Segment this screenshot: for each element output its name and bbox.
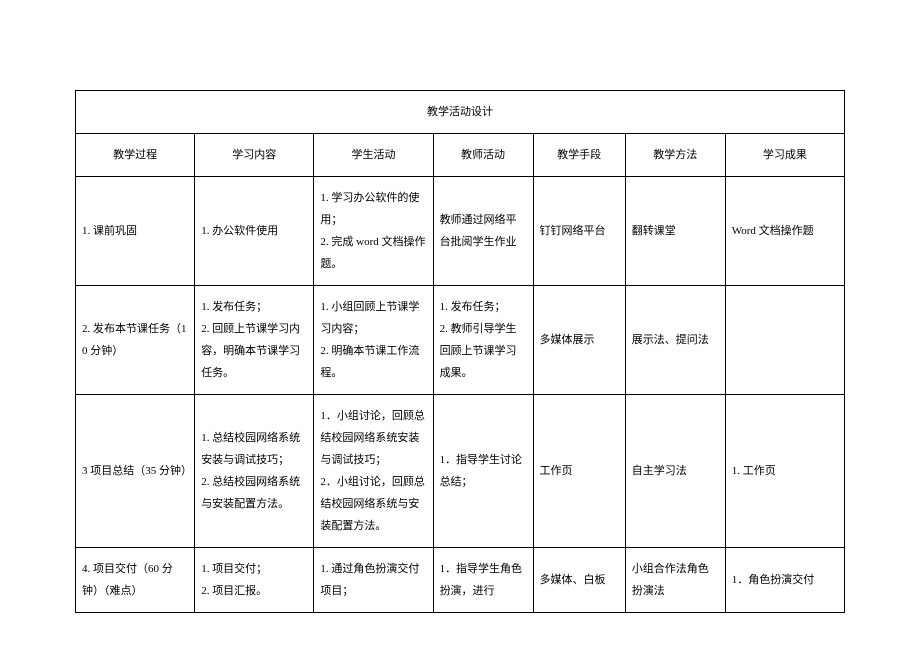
teaching-activity-table: 教学活动设计 教学过程 学习内容 学生活动 教师活动 教学手段 教学方法 学习成… (75, 90, 845, 613)
cell-student-activity: 1. 通过角色扮演交付项目； (314, 548, 433, 613)
cell-content: 1. 发布任务； 2. 回顾上节课学习内容，明确本节课学习任务。 (195, 286, 314, 395)
cell-outcome: 1. 工作页 (725, 395, 844, 548)
header-process: 教学过程 (76, 134, 195, 177)
table-header-row: 教学过程 学习内容 学生活动 教师活动 教学手段 教学方法 学习成果 (76, 134, 845, 177)
header-method: 教学方法 (625, 134, 725, 177)
table-row: 3 项目总结（35 分钟） 1. 总结校园网络系统安装与调试技巧； 2. 总结校… (76, 395, 845, 548)
table-row: 4. 项目交付（60 分钟）（难点） 1. 项目交付； 2. 项目汇报。 1. … (76, 548, 845, 613)
cell-teacher-activity: 1．指导学生讨论总结； (433, 395, 533, 548)
cell-process: 2. 发布本节课任务（10 分钟） (76, 286, 195, 395)
header-student-activity: 学生活动 (314, 134, 433, 177)
cell-method: 小组合作法角色扮演法 (625, 548, 725, 613)
table-row: 1. 课前巩固 1. 办公软件使用 1. 学习办公软件的使用； 2. 完成 wo… (76, 177, 845, 286)
cell-process: 4. 项目交付（60 分钟）（难点） (76, 548, 195, 613)
cell-method: 展示法、提问法 (625, 286, 725, 395)
cell-outcome (725, 286, 844, 395)
cell-teacher-activity: 教师通过网络平台批阅学生作业 (433, 177, 533, 286)
header-teacher-activity: 教师活动 (433, 134, 533, 177)
cell-student-activity: 1. 小组回顾上节课学习内容； 2. 明确本节课工作流程。 (314, 286, 433, 395)
cell-process: 3 项目总结（35 分钟） (76, 395, 195, 548)
cell-student-activity: 1. 学习办公软件的使用； 2. 完成 word 文档操作题。 (314, 177, 433, 286)
cell-outcome: 1．角色扮演交付 (725, 548, 844, 613)
cell-means: 多媒体、白板 (533, 548, 625, 613)
table-title-row: 教学活动设计 (76, 91, 845, 134)
cell-method: 翻转课堂 (625, 177, 725, 286)
cell-means: 工作页 (533, 395, 625, 548)
table-row: 2. 发布本节课任务（10 分钟） 1. 发布任务； 2. 回顾上节课学习内容，… (76, 286, 845, 395)
cell-means: 多媒体展示 (533, 286, 625, 395)
cell-teacher-activity: 1．指导学生角色扮演，进行 (433, 548, 533, 613)
cell-content: 1. 办公软件使用 (195, 177, 314, 286)
header-outcome: 学习成果 (725, 134, 844, 177)
cell-method: 自主学习法 (625, 395, 725, 548)
cell-process: 1. 课前巩固 (76, 177, 195, 286)
cell-means: 钉钉网络平台 (533, 177, 625, 286)
header-means: 教学手段 (533, 134, 625, 177)
cell-content: 1. 项目交付； 2. 项目汇报。 (195, 548, 314, 613)
cell-content: 1. 总结校园网络系统安装与调试技巧； 2. 总结校园网络系统与安装配置方法。 (195, 395, 314, 548)
cell-student-activity: 1．小组讨论，回顾总结校园网络系统安装与调试技巧； 2．小组讨论，回顾总结校园网… (314, 395, 433, 548)
cell-outcome: Word 文档操作题 (725, 177, 844, 286)
table-title: 教学活动设计 (76, 91, 845, 134)
header-content: 学习内容 (195, 134, 314, 177)
cell-teacher-activity: 1. 发布任务； 2. 教师引导学生回顾上节课学习成果。 (433, 286, 533, 395)
